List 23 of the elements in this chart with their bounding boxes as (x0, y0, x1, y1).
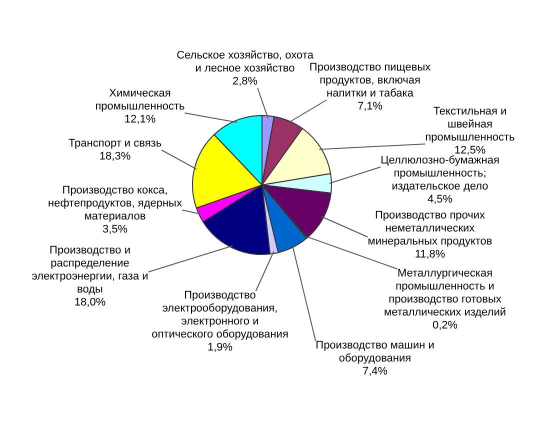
data-label: 3,5% (102, 224, 128, 236)
data-label: 18,3% (99, 150, 131, 163)
slice-label: Производство прочих неметаллических минеральных продуктов (368, 210, 492, 248)
slice-label: Производство электрооборудования, электронного и оптического оборудования (152, 290, 288, 341)
data-label: 18,0% (74, 296, 106, 309)
data-label: 0,2% (432, 320, 458, 332)
slice-label: Текстильная и швейная промышленность (425, 106, 516, 144)
slice-label: Производство и распределение электроэнергии, газа и воды (32, 244, 148, 296)
slice-label: Целлюлозно-бумажная промышленность; издательское дело (380, 154, 500, 193)
data-label: 12,1% (124, 114, 156, 126)
data-label: 11,8% (414, 248, 446, 261)
slice-label: Металлургическая промышленность и производство готовых металлических изделий (384, 268, 506, 319)
slice-label: Химическая промышленность (95, 88, 186, 113)
data-label: 7,1% (357, 100, 383, 113)
data-label: 7,4% (362, 366, 388, 378)
data-label: 1,9% (207, 342, 233, 354)
data-label: 2,8% (232, 76, 258, 88)
slice-label: Производство кокса, нефтепродуктов, ядерных материалов (48, 184, 182, 223)
data-label: 12,5% (454, 144, 486, 157)
data-label: 4,5% (427, 194, 453, 206)
slice-label: Производство пищевых продуктов, включая напитки и табака (309, 62, 432, 100)
slice-label: Производство машин и оборудования (316, 340, 434, 365)
slice-label: Транспорт и связь (68, 138, 162, 150)
